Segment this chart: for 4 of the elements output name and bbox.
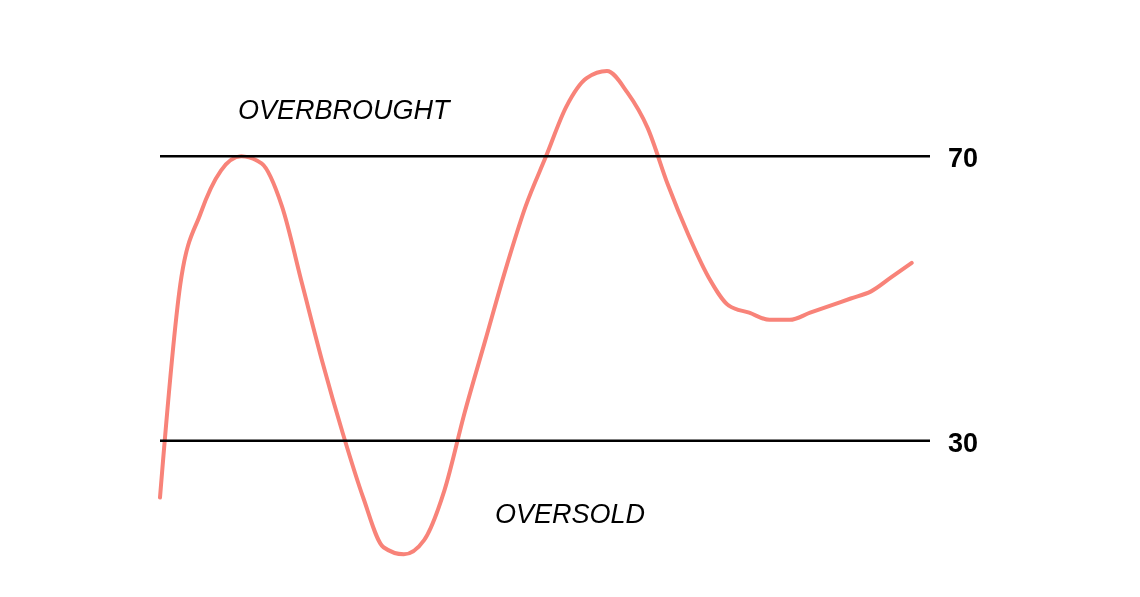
annotation: OVERBROUGHT — [238, 95, 453, 125]
annotation: OVERSOLD — [495, 499, 646, 529]
ref-line-label: 70 — [948, 143, 979, 174]
ref-line-label: 30 — [948, 427, 979, 458]
